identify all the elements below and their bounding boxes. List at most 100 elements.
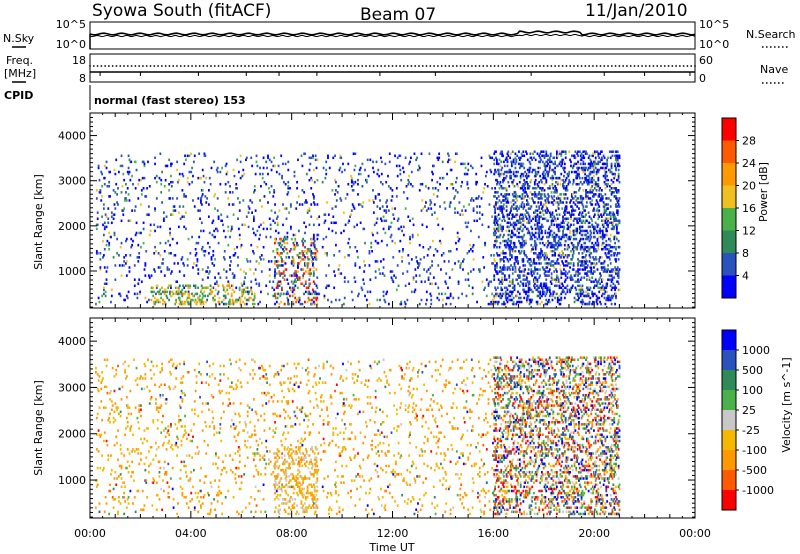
data-cell xyxy=(500,184,503,188)
data-cell xyxy=(161,298,164,302)
data-cell xyxy=(508,217,511,220)
data-cell xyxy=(307,262,310,265)
data-cell xyxy=(108,416,111,420)
data-cell xyxy=(612,172,615,176)
data-cell xyxy=(553,195,556,198)
nave-point xyxy=(482,65,485,67)
data-cell xyxy=(344,223,347,227)
data-cell xyxy=(279,274,282,277)
data-cell xyxy=(563,247,566,251)
data-cell xyxy=(162,290,164,294)
data-cell xyxy=(222,268,225,271)
data-cell xyxy=(545,282,548,285)
data-cell xyxy=(556,276,559,279)
data-cell xyxy=(593,258,596,261)
data-cell xyxy=(588,260,591,263)
data-cell xyxy=(593,229,595,233)
nave-point xyxy=(278,65,280,67)
data-cell xyxy=(102,203,105,206)
data-cell xyxy=(542,150,545,153)
data-cell xyxy=(462,260,464,263)
data-cell xyxy=(150,274,153,277)
nave-point xyxy=(247,65,250,67)
data-cell xyxy=(304,282,307,285)
data-cell xyxy=(519,174,522,178)
data-cell xyxy=(212,254,215,257)
data-cell xyxy=(582,300,585,304)
data-cell xyxy=(108,243,111,247)
data-cell xyxy=(600,158,603,162)
data-cell xyxy=(560,201,563,204)
data-cell xyxy=(562,201,564,204)
data-cell xyxy=(337,184,340,188)
data-cell xyxy=(223,286,226,290)
data-cell xyxy=(118,387,121,391)
nave-point xyxy=(119,65,122,67)
data-cell xyxy=(553,199,556,202)
data-cell xyxy=(96,217,99,220)
data-cell xyxy=(98,300,101,304)
data-cell xyxy=(227,197,230,200)
data-cell xyxy=(128,170,131,174)
data-cell xyxy=(291,290,294,294)
data-cell xyxy=(528,215,531,218)
data-cell xyxy=(378,174,381,178)
nave-point xyxy=(213,65,216,67)
data-cell xyxy=(217,290,220,294)
data-cell xyxy=(512,178,515,182)
data-cell xyxy=(459,266,462,269)
data-cell xyxy=(335,199,338,202)
data-cell xyxy=(308,178,311,182)
data-cell xyxy=(336,191,339,194)
data-cell xyxy=(497,292,500,296)
data-cell xyxy=(488,154,491,158)
data-cell xyxy=(527,213,530,216)
data-cell xyxy=(544,217,547,220)
data-cell xyxy=(275,249,278,253)
data-cell xyxy=(383,274,386,277)
data-cell xyxy=(296,276,298,279)
data-cell xyxy=(600,274,602,277)
data-cell xyxy=(586,274,589,277)
data-cell xyxy=(313,282,316,285)
data-cell xyxy=(584,215,587,218)
data-cell xyxy=(258,284,261,288)
data-cell xyxy=(160,270,163,273)
data-cell xyxy=(603,292,606,296)
data-cell xyxy=(464,278,467,281)
data-cell xyxy=(120,466,123,470)
data-cell xyxy=(545,284,548,288)
data-cell xyxy=(536,227,539,231)
data-cell xyxy=(290,280,293,283)
data-cell xyxy=(519,241,522,245)
data-cell xyxy=(397,284,400,288)
data-cell xyxy=(554,217,557,220)
data-cell xyxy=(216,197,219,200)
data-cell xyxy=(545,298,548,302)
data-cell xyxy=(98,510,101,514)
data-cell xyxy=(534,158,537,162)
data-cell xyxy=(519,225,522,229)
data-cell xyxy=(260,270,263,273)
data-cell xyxy=(519,176,522,180)
data-cell xyxy=(617,282,620,285)
data-cell xyxy=(197,241,200,245)
data-cell xyxy=(539,290,542,294)
data-cell xyxy=(239,300,242,304)
data-cell xyxy=(570,235,572,239)
data-cell xyxy=(327,154,329,158)
data-cell xyxy=(471,166,474,170)
data-cell xyxy=(298,278,301,281)
data-cell xyxy=(584,268,587,271)
data-cell xyxy=(546,160,549,164)
data-cell xyxy=(278,209,281,212)
data-cell xyxy=(610,170,613,174)
data-cell xyxy=(563,221,565,225)
data-cell xyxy=(191,292,193,296)
data-cell xyxy=(515,270,518,273)
data-cell xyxy=(198,235,201,239)
data-cell xyxy=(541,187,544,190)
nave-point xyxy=(546,65,549,67)
data-cell xyxy=(158,176,161,180)
data-cell xyxy=(614,288,617,292)
